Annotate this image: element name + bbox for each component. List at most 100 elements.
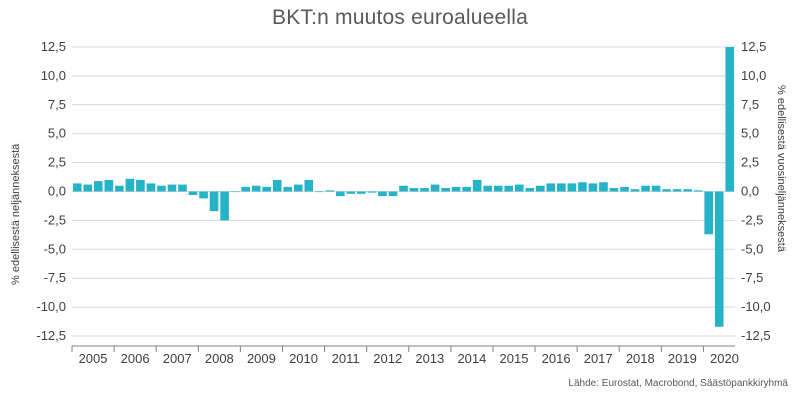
bar xyxy=(588,183,598,192)
y-tick-label-left: -10,0 xyxy=(36,299,66,314)
x-tick-label: 2005 xyxy=(79,351,108,366)
bar xyxy=(283,186,293,192)
y-tick-label-left: -12,5 xyxy=(36,328,66,343)
bar xyxy=(136,179,145,192)
x-tick-label: 2017 xyxy=(584,351,613,366)
bar xyxy=(546,183,556,192)
bar xyxy=(483,185,493,192)
y-tick-label-left: 12,5 xyxy=(41,39,66,54)
x-tick-label: 2009 xyxy=(247,351,276,366)
bar xyxy=(388,191,398,197)
x-tick-label: 2011 xyxy=(332,351,360,366)
y-tick-label-right: 5,0 xyxy=(741,126,759,141)
y-tick-label-right: -10,0 xyxy=(741,299,771,314)
y-tick-label-left: -2,5 xyxy=(44,212,66,227)
x-tick-label: 2016 xyxy=(542,351,571,366)
bar xyxy=(325,190,335,192)
bar xyxy=(578,182,587,192)
bar xyxy=(641,185,650,192)
bar xyxy=(230,191,240,193)
y-tick-label-left: -7,5 xyxy=(44,270,66,285)
y-tick-label-left: 7,5 xyxy=(48,97,66,112)
bar xyxy=(514,184,524,192)
x-tick-label: 2006 xyxy=(121,351,150,366)
x-tick-label: 2007 xyxy=(163,351,192,366)
bar xyxy=(504,185,514,192)
source-note: Lähde: Eurostat, Macrobond, Säästöpankki… xyxy=(568,378,788,389)
bar xyxy=(378,191,387,197)
bar xyxy=(462,186,471,192)
y-tick-label-right: -12,5 xyxy=(741,328,771,343)
bar xyxy=(104,179,114,192)
bar xyxy=(651,185,661,192)
y-tick-label-right: 7,5 xyxy=(741,97,759,112)
bar xyxy=(367,191,377,193)
bar xyxy=(567,183,577,192)
bar xyxy=(672,189,682,192)
bar xyxy=(251,185,261,192)
bar xyxy=(420,188,429,192)
bar xyxy=(599,182,608,192)
bar xyxy=(451,186,461,192)
bar xyxy=(220,191,229,221)
y-tick-label-left: 0,0 xyxy=(48,184,66,199)
bar xyxy=(725,47,735,192)
bar xyxy=(630,189,640,192)
bar xyxy=(188,191,198,195)
bar xyxy=(146,183,156,192)
x-tick-label: 2018 xyxy=(626,351,655,366)
x-tick-label: 2012 xyxy=(373,351,402,366)
bar xyxy=(472,179,482,192)
x-tick-label: 2019 xyxy=(668,351,697,366)
bar xyxy=(399,185,408,192)
x-tick-label: 2013 xyxy=(415,351,444,366)
bar xyxy=(535,185,545,192)
bar xyxy=(93,181,103,192)
bar xyxy=(178,184,187,192)
bar xyxy=(272,179,282,192)
y-tick-label-left: 10,0 xyxy=(41,68,66,83)
y-tick-label-right: 0,0 xyxy=(741,184,759,199)
chart-title: BKT:n muutos euroalueella xyxy=(272,6,528,29)
bar xyxy=(199,191,208,199)
bar xyxy=(409,188,419,192)
x-tick-label: 2020 xyxy=(710,351,739,366)
bar xyxy=(293,184,303,192)
y-tick-label-right: 2,5 xyxy=(741,155,759,170)
bar xyxy=(693,190,703,192)
bar xyxy=(609,188,619,192)
bar xyxy=(125,178,135,192)
x-tick-label: 2008 xyxy=(205,351,234,366)
x-tick-label: 2010 xyxy=(289,351,318,366)
y-tick-label-left: 2,5 xyxy=(48,155,66,170)
y-tick-label-right: 12,5 xyxy=(741,39,766,54)
x-tick-label: 2014 xyxy=(457,351,486,366)
bar xyxy=(620,186,629,192)
bar xyxy=(336,191,345,197)
bar xyxy=(209,191,219,212)
bar xyxy=(557,183,566,192)
y-tick-label-left: -5,0 xyxy=(44,241,66,256)
bar xyxy=(704,191,714,235)
bar xyxy=(262,186,272,192)
bar xyxy=(714,191,724,327)
bar xyxy=(157,185,166,192)
y-tick-label-right: -7,5 xyxy=(741,270,763,285)
bar xyxy=(493,185,503,192)
bar xyxy=(441,188,450,192)
bar xyxy=(167,184,177,192)
bar xyxy=(357,191,366,194)
bar xyxy=(83,184,93,192)
bar xyxy=(525,188,535,192)
bar xyxy=(346,191,356,194)
bar xyxy=(662,189,671,192)
bar xyxy=(72,183,82,192)
bar xyxy=(241,186,250,192)
bar xyxy=(430,184,440,192)
bar xyxy=(304,179,314,192)
y-tick-label-left: 5,0 xyxy=(48,126,66,141)
y-tick-label-right: -5,0 xyxy=(741,241,763,256)
bar xyxy=(683,189,692,192)
